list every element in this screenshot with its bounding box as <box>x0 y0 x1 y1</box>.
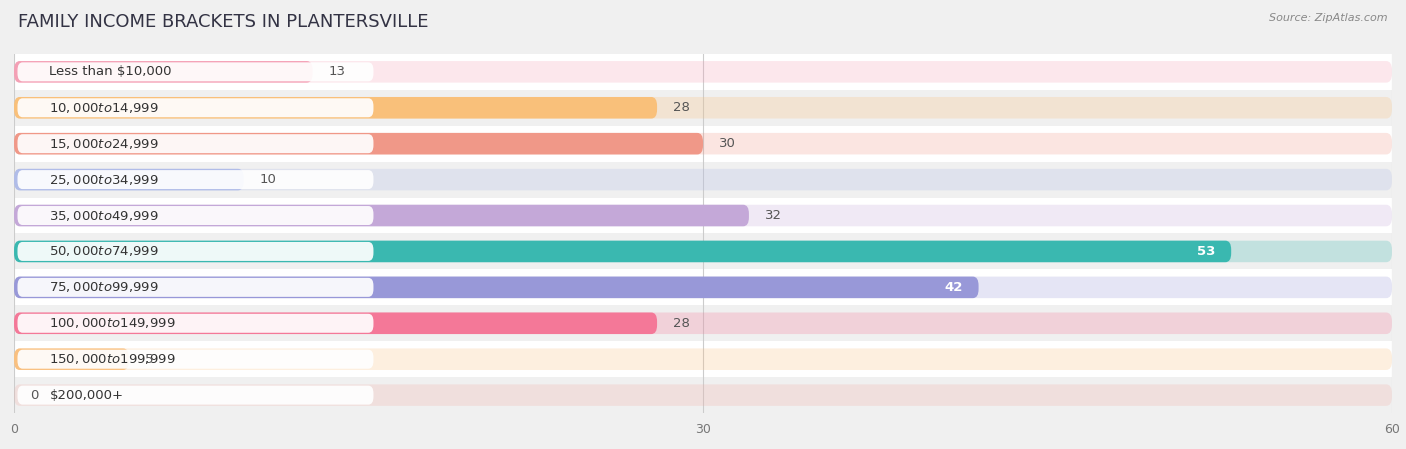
FancyBboxPatch shape <box>17 62 374 81</box>
FancyBboxPatch shape <box>14 61 312 83</box>
FancyBboxPatch shape <box>14 97 1392 119</box>
FancyBboxPatch shape <box>17 314 374 333</box>
Text: 32: 32 <box>765 209 782 222</box>
Text: $75,000 to $99,999: $75,000 to $99,999 <box>49 280 159 295</box>
Text: 42: 42 <box>943 281 963 294</box>
FancyBboxPatch shape <box>14 169 243 190</box>
Text: 13: 13 <box>329 66 346 78</box>
Text: $35,000 to $49,999: $35,000 to $49,999 <box>49 208 159 223</box>
Bar <box>14 341 1392 377</box>
Bar <box>14 54 1392 90</box>
Text: $15,000 to $24,999: $15,000 to $24,999 <box>49 136 159 151</box>
Bar <box>14 305 1392 341</box>
FancyBboxPatch shape <box>14 61 1392 83</box>
FancyBboxPatch shape <box>17 278 374 297</box>
Text: $50,000 to $74,999: $50,000 to $74,999 <box>49 244 159 259</box>
FancyBboxPatch shape <box>17 134 374 153</box>
Bar <box>14 90 1392 126</box>
Text: 53: 53 <box>1197 245 1215 258</box>
FancyBboxPatch shape <box>17 386 374 405</box>
FancyBboxPatch shape <box>14 277 1392 298</box>
FancyBboxPatch shape <box>17 170 374 189</box>
Text: Source: ZipAtlas.com: Source: ZipAtlas.com <box>1270 13 1388 23</box>
Bar <box>14 233 1392 269</box>
FancyBboxPatch shape <box>17 206 374 225</box>
FancyBboxPatch shape <box>14 384 1392 406</box>
Bar <box>14 162 1392 198</box>
Bar <box>14 126 1392 162</box>
Text: $200,000+: $200,000+ <box>49 389 124 401</box>
FancyBboxPatch shape <box>17 242 374 261</box>
Text: 5: 5 <box>145 353 153 365</box>
Text: $150,000 to $199,999: $150,000 to $199,999 <box>49 352 176 366</box>
Bar <box>14 377 1392 413</box>
Bar <box>14 269 1392 305</box>
Text: FAMILY INCOME BRACKETS IN PLANTERSVILLE: FAMILY INCOME BRACKETS IN PLANTERSVILLE <box>18 13 429 31</box>
Text: $10,000 to $14,999: $10,000 to $14,999 <box>49 101 159 115</box>
Text: Less than $10,000: Less than $10,000 <box>49 66 172 78</box>
FancyBboxPatch shape <box>14 97 657 119</box>
Text: $100,000 to $149,999: $100,000 to $149,999 <box>49 316 176 330</box>
FancyBboxPatch shape <box>14 205 1392 226</box>
FancyBboxPatch shape <box>14 348 1392 370</box>
Text: 28: 28 <box>673 317 690 330</box>
FancyBboxPatch shape <box>14 133 1392 154</box>
FancyBboxPatch shape <box>14 277 979 298</box>
FancyBboxPatch shape <box>14 241 1232 262</box>
Text: 28: 28 <box>673 101 690 114</box>
FancyBboxPatch shape <box>14 133 703 154</box>
FancyBboxPatch shape <box>14 348 129 370</box>
FancyBboxPatch shape <box>14 313 1392 334</box>
FancyBboxPatch shape <box>17 98 374 117</box>
FancyBboxPatch shape <box>14 205 749 226</box>
FancyBboxPatch shape <box>14 169 1392 190</box>
Text: 10: 10 <box>260 173 277 186</box>
Text: 30: 30 <box>718 137 735 150</box>
FancyBboxPatch shape <box>14 241 1392 262</box>
FancyBboxPatch shape <box>17 350 374 369</box>
Bar <box>14 198 1392 233</box>
FancyBboxPatch shape <box>14 313 657 334</box>
Text: $25,000 to $34,999: $25,000 to $34,999 <box>49 172 159 187</box>
Text: 0: 0 <box>30 389 38 401</box>
